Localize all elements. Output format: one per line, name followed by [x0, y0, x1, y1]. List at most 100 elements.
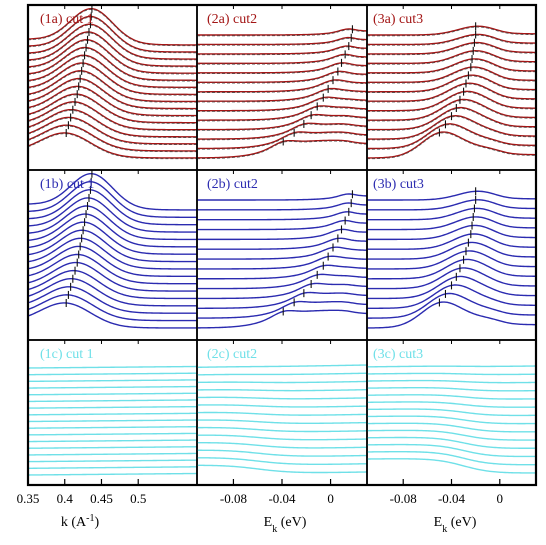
x-tick-label-c1-2: 0.4 [57, 491, 74, 506]
fit-curve-3a-13 [367, 34, 536, 46]
curve-3a-7 [367, 82, 536, 102]
curves-3a [367, 22, 536, 160]
curve-1b-6 [28, 261, 197, 292]
curve-3c-4 [367, 436, 536, 449]
curve-2b-12 [197, 211, 367, 221]
curve-2b-8 [197, 246, 367, 260]
curve-3c-13 [367, 372, 536, 376]
curve-1a-15 [28, 23, 197, 60]
panel-label-2c: (2c) cut2 [207, 347, 257, 362]
curve-1b-11 [28, 221, 197, 255]
curve-1a-7 [28, 85, 197, 117]
fit-curve-2a-14 [197, 29, 367, 37]
curve-3a-13 [367, 33, 536, 46]
curve-3a-2 [367, 123, 536, 150]
curve-1c-14 [28, 385, 197, 389]
curve-3c-12 [367, 379, 536, 384]
fit-curve-2a-8 [197, 80, 367, 93]
panel-label-3b: (3b) cut3 [373, 177, 424, 192]
curve-3b-14 [367, 190, 536, 201]
panel-1b: (1b) cut 1 [27, 169, 198, 341]
panel-1c: (1c) cut 1 [27, 339, 198, 486]
curve-3a-5 [367, 98, 536, 121]
x-tick-label-c1-1: 0.35 [17, 491, 40, 506]
fit-curve-3a-7 [367, 83, 536, 103]
curve-2b-14 [197, 193, 367, 201]
fit-curve-3a-11 [367, 51, 536, 65]
curve-1b-8 [28, 245, 197, 278]
curve-1c-9 [28, 419, 197, 423]
curve-2a-8 [197, 79, 367, 93]
fit-curve-3a-6 [367, 91, 536, 112]
curve-1c-3 [28, 459, 197, 463]
x-axis-label-c2: Ek (eV) [264, 515, 307, 535]
curve-3a-14 [367, 25, 536, 36]
curve-1b-3 [28, 286, 197, 314]
curve-1b-7 [28, 253, 197, 285]
fit-curve-1a-2 [28, 125, 197, 153]
curve-2a-10 [197, 62, 367, 74]
x-tick-label-c2-1: -0.08 [220, 491, 247, 506]
curve-1c-8 [28, 425, 197, 429]
curve-2a-9 [197, 70, 367, 84]
curve-1a-13 [28, 39, 197, 74]
fit-curve-2a-4 [197, 114, 367, 131]
curve-2c-1 [197, 464, 367, 474]
curve-1c-10 [28, 412, 197, 416]
fit-curve-1a-7 [28, 86, 197, 117]
curve-3c-3 [367, 443, 536, 458]
curve-2b-13 [197, 202, 367, 211]
curve-2c-13 [197, 372, 367, 376]
fit-curve-1a-3 [28, 117, 197, 146]
fit-curve-1a-17 [28, 9, 197, 47]
curve-2c-8 [197, 411, 367, 416]
curve-3b-11 [367, 216, 536, 231]
fit-curve-2a-3 [197, 123, 367, 141]
fit-curve-2a-11 [197, 54, 367, 65]
curve-1a-3 [28, 116, 197, 145]
curve-1b-5 [28, 269, 197, 300]
panel-label-2b: (2b) cut2 [207, 177, 258, 192]
curve-3c-1 [367, 458, 536, 474]
curve-1c-2 [28, 466, 197, 470]
curve-2a-12 [197, 45, 367, 55]
curve-2b-3 [197, 291, 367, 309]
curve-3c-7 [367, 415, 536, 425]
curve-2b-7 [197, 255, 367, 270]
fit-curve-2a-5 [197, 106, 367, 122]
curve-3c-8 [367, 408, 536, 417]
x-axis-label-c3: Ek (eV) [434, 515, 477, 535]
curve-2b-9 [197, 237, 367, 250]
x-tick-label-c3-3: 0 [497, 491, 504, 506]
curve-1a-16 [28, 15, 197, 53]
panel-2b: (2b) cut2 [196, 169, 368, 341]
curve-1a-4 [28, 108, 197, 138]
curve-3b-7 [367, 250, 536, 270]
fit-curve-2a-9 [197, 71, 367, 84]
curves-1c [28, 365, 197, 476]
curve-1b-1 [28, 302, 197, 329]
curve-3a-4 [367, 106, 536, 131]
curve-2c-5 [197, 434, 367, 441]
fit-curve-1a-4 [28, 110, 197, 138]
fit-curve-2a-10 [197, 63, 367, 75]
fit-curve-1a-8 [28, 78, 197, 110]
curve-1b-13 [28, 205, 197, 241]
curve-1a-14 [28, 31, 197, 67]
curve-1c-4 [28, 452, 197, 456]
curve-1b-9 [28, 237, 197, 270]
curve-2b-1 [197, 309, 367, 329]
curve-1a-10 [28, 62, 197, 96]
curve-3b-13 [367, 199, 536, 211]
curve-2b-11 [197, 219, 367, 231]
fit-curve-1a-5 [28, 102, 197, 131]
curve-2c-2 [197, 457, 367, 466]
curve-3c-6 [367, 422, 536, 433]
fit-curve-1a-9 [28, 71, 197, 103]
fit-curve-3a-8 [367, 75, 536, 93]
x-tick-label-c2-2: -0.04 [268, 491, 296, 506]
curve-1a-5 [28, 101, 197, 131]
curve-1c-6 [28, 439, 197, 443]
curve-1a-2 [28, 124, 197, 152]
fit-curve-2a-1 [197, 140, 367, 160]
